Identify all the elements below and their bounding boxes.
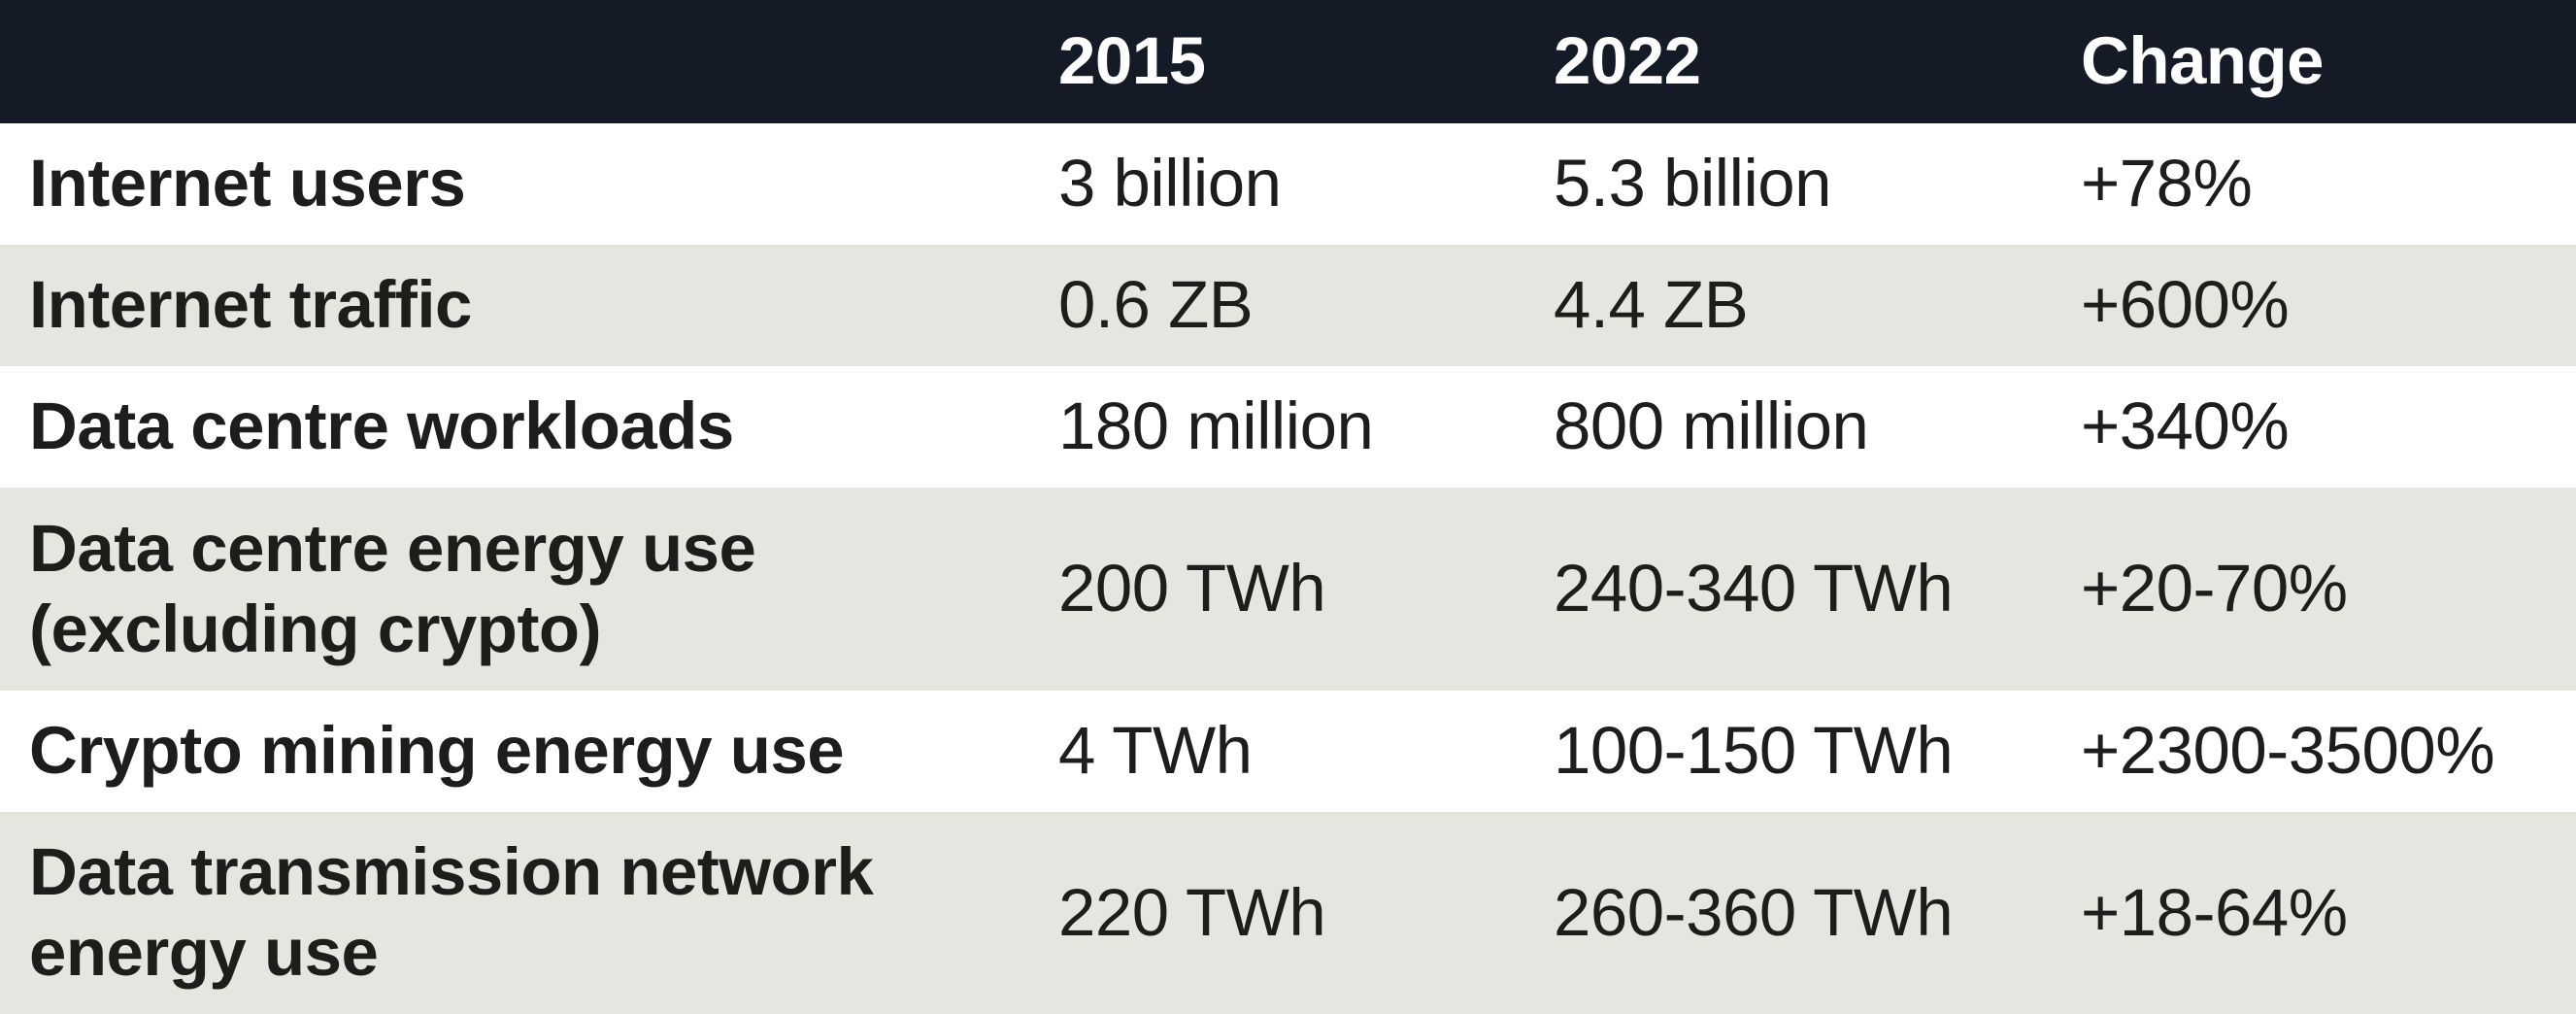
row-label: Crypto mining energy use bbox=[29, 713, 845, 789]
column-header-2015: 2015 bbox=[1058, 23, 1206, 99]
value-2022: 5.3 billion bbox=[1554, 146, 1832, 221]
row-label: Data transmission network energy use bbox=[29, 834, 874, 990]
value-2022: 4.4 ZB bbox=[1554, 267, 1749, 343]
row-label: Data centre energy use (excluding crypto… bbox=[29, 510, 756, 666]
table-row: Data transmission network energy use 220… bbox=[0, 812, 2576, 1014]
value-2015: 220 TWh bbox=[1058, 874, 1326, 950]
table-row: Data centre energy use (excluding crypto… bbox=[0, 488, 2576, 691]
value-change: +340% bbox=[2081, 389, 2290, 464]
value-change: +18-64% bbox=[2081, 874, 2348, 950]
header-row: 2015 2022 Change bbox=[0, 0, 2576, 123]
table-row: Internet users 3 billion 5.3 billion +78… bbox=[0, 123, 2576, 245]
value-2015: 0.6 ZB bbox=[1058, 267, 1254, 343]
value-2015: 180 million bbox=[1058, 389, 1374, 464]
row-label: Internet traffic bbox=[29, 267, 472, 343]
row-label: Data centre workloads bbox=[29, 389, 734, 464]
value-change: +78% bbox=[2081, 146, 2253, 221]
table-row: Crypto mining energy use 4 TWh 100-150 T… bbox=[0, 691, 2576, 812]
value-change: +2300-3500% bbox=[2081, 713, 2495, 789]
column-header-change: Change bbox=[2081, 23, 2325, 99]
value-2022: 100-150 TWh bbox=[1554, 713, 1954, 789]
value-2022: 800 million bbox=[1554, 389, 1869, 464]
column-header-2022: 2022 bbox=[1554, 23, 1701, 99]
value-2022: 260-360 TWh bbox=[1554, 874, 1954, 950]
value-2022: 240-340 TWh bbox=[1554, 551, 1954, 626]
table-row: Internet traffic 0.6 ZB 4.4 ZB +600% bbox=[0, 245, 2576, 366]
value-change: +600% bbox=[2081, 267, 2290, 343]
value-2015: 3 billion bbox=[1058, 146, 1282, 221]
row-label: Internet users bbox=[29, 146, 466, 221]
value-change: +20-70% bbox=[2081, 551, 2348, 626]
value-2015: 200 TWh bbox=[1058, 551, 1326, 626]
column-header-metric bbox=[0, 0, 1029, 123]
table-row: Data centre workloads 180 million 800 mi… bbox=[0, 366, 2576, 488]
value-2015: 4 TWh bbox=[1058, 713, 1253, 789]
